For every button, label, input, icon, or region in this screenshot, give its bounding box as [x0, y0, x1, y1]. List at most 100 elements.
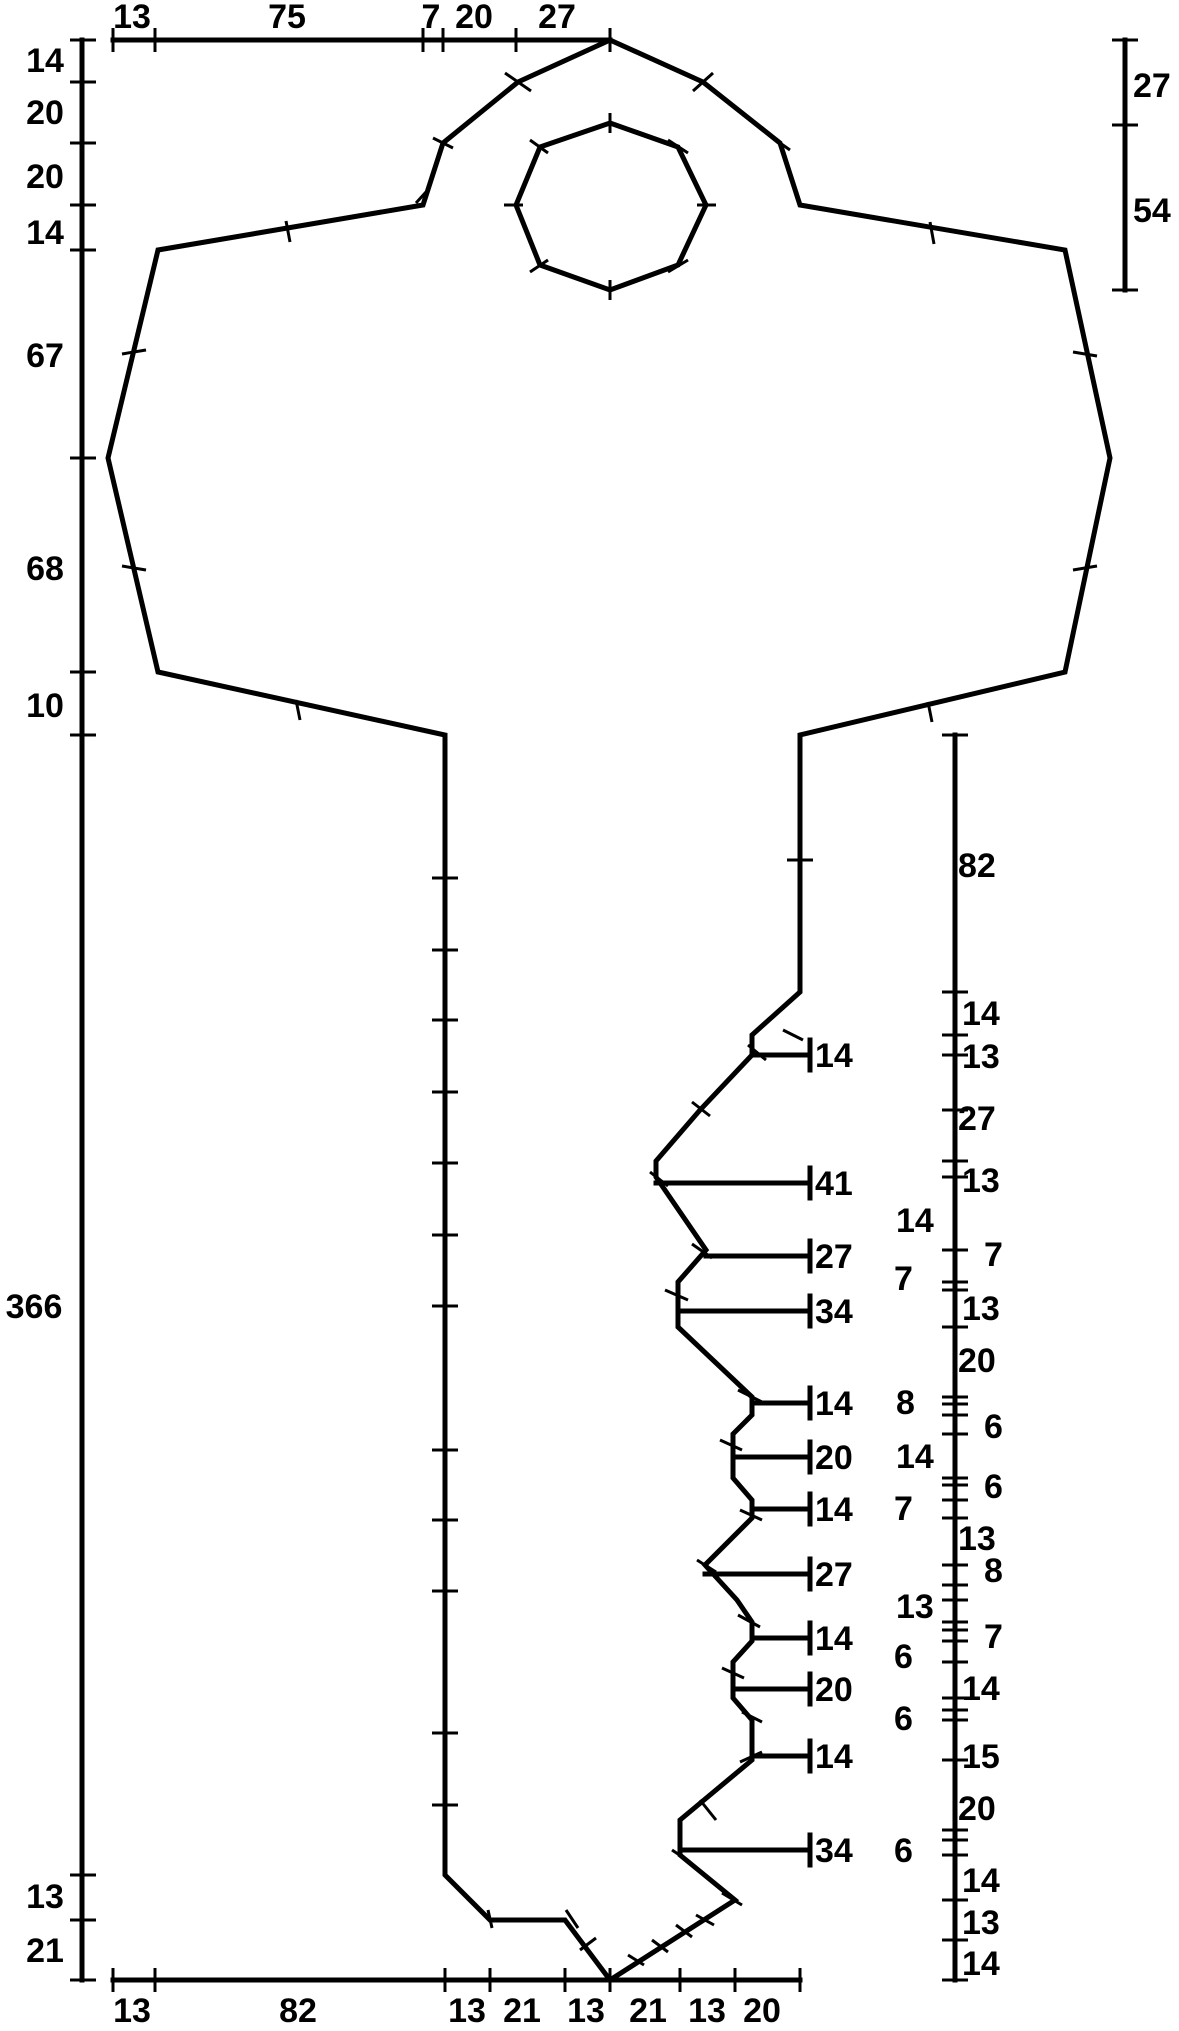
tick-mark: [529, 138, 549, 155]
tick-mark: [691, 1100, 711, 1118]
bottom-dim-label: 13: [113, 1992, 151, 2026]
tick-mark: [926, 701, 934, 723]
tick-mark: [1072, 350, 1098, 358]
right-top-dim-label: 27: [1133, 67, 1171, 105]
right-column-dim-label: 6: [894, 1832, 913, 1870]
right-column-dim-label: 7: [894, 1260, 913, 1298]
tick-mark: [747, 1043, 767, 1062]
tick-mark: [664, 1288, 689, 1302]
tick-mark: [691, 71, 715, 93]
top-dim-label: 27: [538, 0, 576, 36]
tick-mark: [121, 348, 147, 356]
right-column-dim-label: 7: [984, 1236, 1003, 1274]
tick-mark: [1072, 564, 1098, 572]
tick-mark: [414, 190, 428, 205]
tick-mark: [769, 134, 791, 152]
cut-depth-label: 14: [815, 1037, 853, 1075]
bottom-dim-label: 21: [629, 1992, 667, 2026]
right-column-dim-label: 14: [962, 1670, 1000, 1708]
right-top-dim-label: 54: [1133, 192, 1171, 230]
right-column-dim-label: 20: [958, 1342, 996, 1380]
right-column-dim-label: 13: [962, 1290, 1000, 1328]
bottom-dim-label: 13: [567, 1992, 605, 2026]
bottom-dim-label: 20: [743, 1992, 781, 2026]
right-column-dim-label: 7: [894, 1490, 913, 1528]
bottom-dim-label: 13: [688, 1992, 726, 2026]
tick-mark: [671, 1848, 691, 1864]
tick-mark: [121, 564, 147, 572]
tick-mark: [782, 1028, 804, 1042]
tick-mark: [284, 220, 292, 243]
cut-depth-label: 20: [815, 1671, 853, 1709]
left-dim-label: 366: [6, 1288, 63, 1326]
top-dim-label: 75: [268, 0, 306, 36]
tick-mark: [564, 1909, 580, 1929]
right-column-dim-label: 14: [962, 1945, 1000, 1983]
right-column-dim-label: 14: [896, 1438, 934, 1476]
cut-depth-label: 14: [815, 1385, 853, 1423]
right-column-dim-label: 13: [962, 1038, 1000, 1076]
tick-mark: [695, 1913, 715, 1927]
right-column-dim-label: 15: [962, 1738, 1000, 1776]
tick-mark: [432, 136, 454, 150]
cut-depth-label: 14: [815, 1738, 853, 1776]
right-column-dim-label: 14: [962, 995, 1000, 1033]
right-column-dim-label: 6: [984, 1408, 1003, 1446]
tick-mark: [294, 699, 302, 721]
bottom-dim-label: 82: [279, 1992, 317, 2026]
left-dim-label: 20: [26, 158, 64, 196]
tick-mark: [721, 1891, 743, 1907]
cut-depth-label: 27: [815, 1238, 853, 1276]
tick-mark: [721, 1666, 745, 1680]
left-dim-label: 13: [26, 1878, 64, 1916]
bottom-dim-label: 21: [503, 1992, 541, 2026]
cut-depth-label: 41: [815, 1165, 853, 1203]
left-dim-label: 10: [26, 687, 64, 725]
left-dim-label: 68: [26, 550, 64, 588]
right-column-dim-label: 13: [896, 1588, 934, 1626]
tick-mark: [627, 1953, 645, 1967]
right-column-dim-label: 20: [958, 1790, 996, 1828]
cut-depth-leaders: [653, 1037, 813, 1868]
right-column-dim-label: 6: [894, 1700, 913, 1738]
cut-depth-label: 34: [815, 1832, 853, 1870]
tick-mark: [737, 1613, 761, 1629]
left-dim-label: 67: [26, 337, 64, 375]
key-outline: [105, 36, 1113, 1984]
right-column-dim-label: 13: [962, 1162, 1000, 1200]
tick-mark: [741, 1710, 763, 1724]
cut-depth-label: 27: [815, 1556, 853, 1594]
right-column-dim-label: 13: [958, 1520, 996, 1558]
cut-depth-label: 14: [815, 1620, 853, 1658]
right-column-dim-label: 27: [958, 1100, 996, 1138]
tick-mark: [696, 1558, 717, 1574]
tick-mark: [928, 221, 936, 245]
tick-mark: [675, 1923, 693, 1939]
left-dim-label: 14: [26, 214, 64, 252]
cut-depth-label: 14: [815, 1491, 853, 1529]
left-dim-label: 14: [26, 42, 64, 80]
right-column-dim-label: 6: [984, 1468, 1003, 1506]
right-column-dim-label: 8: [984, 1552, 1003, 1590]
tick-mark: [529, 258, 549, 274]
tick-mark: [651, 1938, 669, 1954]
right-column-dim-label: 13: [962, 1904, 1000, 1942]
right-column-dim-label: 82: [958, 847, 996, 885]
right-column-dim-label: 14: [962, 1862, 1000, 1900]
top-dim-label: 7: [422, 0, 441, 36]
tick-mark: [698, 1799, 718, 1821]
cut-depth-label: 20: [815, 1439, 853, 1477]
tick-mark: [579, 1936, 597, 1952]
right-column-dim-label: 14: [896, 1202, 934, 1240]
tick-mark: [739, 1750, 763, 1764]
cut-depth-label: 34: [815, 1293, 853, 1331]
left-dim-label: 21: [26, 1932, 64, 1970]
tick-mark: [719, 1438, 743, 1452]
tick-mark: [504, 71, 532, 93]
tick-mark: [739, 1508, 763, 1522]
right-column-dim-label: 7: [984, 1618, 1003, 1656]
tick-mark: [486, 1909, 494, 1929]
tick-mark: [737, 1388, 763, 1404]
